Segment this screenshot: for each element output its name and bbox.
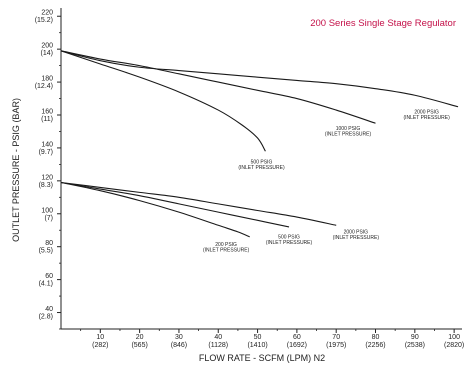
x-tick-sublabel: (2538) (405, 342, 425, 349)
tick-marks: 220(15.2) 200(14) 180(12.4) 160(11) 140(9.7)… (35, 10, 465, 349)
x-tick-sublabel: (1692) (287, 342, 307, 349)
x-tick-sublabel: (846) (171, 342, 187, 349)
y-tick-sublabel: (5.5) (39, 248, 53, 255)
series-label: 500 PSIG (278, 234, 300, 240)
y-tick-label: 120 (41, 174, 53, 181)
series-label: (INLET PRESSURE) (333, 235, 380, 241)
x-tick-label: 30 (175, 334, 183, 341)
x-tick-sublabel: (1410) (247, 342, 267, 349)
series-label: (INLET PRESSURE) (238, 165, 285, 171)
y-tick-sublabel: (9.7) (39, 149, 53, 156)
y-tick-sublabel: (4.1) (39, 281, 53, 288)
series-label: 2000 PSIG (414, 109, 439, 115)
y-tick-label: 40 (45, 306, 53, 313)
y-tick-label: 200 (41, 43, 53, 50)
series-label: 2000 PSIG (344, 230, 369, 236)
y-tick-label: 80 (45, 240, 53, 247)
y-tick-sublabel: (12.4) (35, 83, 53, 90)
series-label: 200 PSIG (215, 242, 237, 248)
x-tick-label: 90 (411, 334, 419, 341)
series-label: (INLET PRESSURE) (325, 131, 372, 137)
series-label: (INLET PRESSURE) (403, 115, 450, 121)
series-label: 1000 PSIG (336, 126, 361, 132)
x-tick-label: 20 (136, 334, 144, 341)
y-tick-label: 160 (41, 109, 53, 116)
x-tick-label: 60 (293, 334, 301, 341)
x-tick-sublabel: (565) (131, 342, 147, 349)
x-tick-label: 100 (448, 334, 460, 341)
x-tick-label: 50 (254, 334, 262, 341)
x-tick-sublabel: (2820) (444, 342, 464, 349)
series-line (60, 181, 337, 226)
series-line (60, 181, 290, 228)
x-axis-title: FLOW RATE - SCFM (LPM) N2 (199, 353, 325, 363)
y-tick-label: 100 (41, 207, 53, 214)
y-tick-sublabel: (15.2) (35, 17, 53, 24)
series-line (60, 181, 250, 238)
series-label: (INLET PRESSURE) (203, 247, 250, 253)
series-labels: 500 PSIG(INLET PRESSURE)1000 PSIG(INLET … (203, 109, 450, 253)
series-label: (INLET PRESSURE) (266, 240, 313, 246)
series-lines (60, 50, 459, 238)
y-tick-label: 140 (41, 141, 53, 148)
x-tick-sublabel: (282) (92, 342, 108, 349)
y-tick-label: 60 (45, 273, 53, 280)
series-line (60, 50, 266, 152)
y-tick-label: 180 (41, 76, 53, 83)
chart-title: 200 Series Single Stage Regulator (310, 18, 456, 29)
y-tick-label: 220 (41, 10, 53, 17)
y-tick-sublabel: (11) (41, 116, 53, 123)
y-tick-sublabel: (14) (41, 50, 53, 57)
x-tick-label: 40 (214, 334, 222, 341)
x-tick-label: 10 (96, 334, 104, 341)
x-tick-label: 80 (372, 334, 380, 341)
y-tick-sublabel: (8.3) (39, 182, 53, 189)
x-tick-sublabel: (1128) (208, 342, 228, 349)
series-label: 500 PSIG (251, 160, 273, 166)
series-line (60, 50, 376, 124)
y-tick-sublabel: (7) (44, 215, 53, 222)
y-tick-sublabel: (2.8) (39, 314, 53, 321)
x-tick-sublabel: (1975) (326, 342, 346, 349)
x-tick-sublabel: (2256) (365, 342, 385, 349)
x-tick-label: 70 (332, 334, 340, 341)
y-axis-title: OUTLET PRESSURE - PSIG (BAR) (11, 98, 21, 242)
series-line (60, 50, 459, 108)
